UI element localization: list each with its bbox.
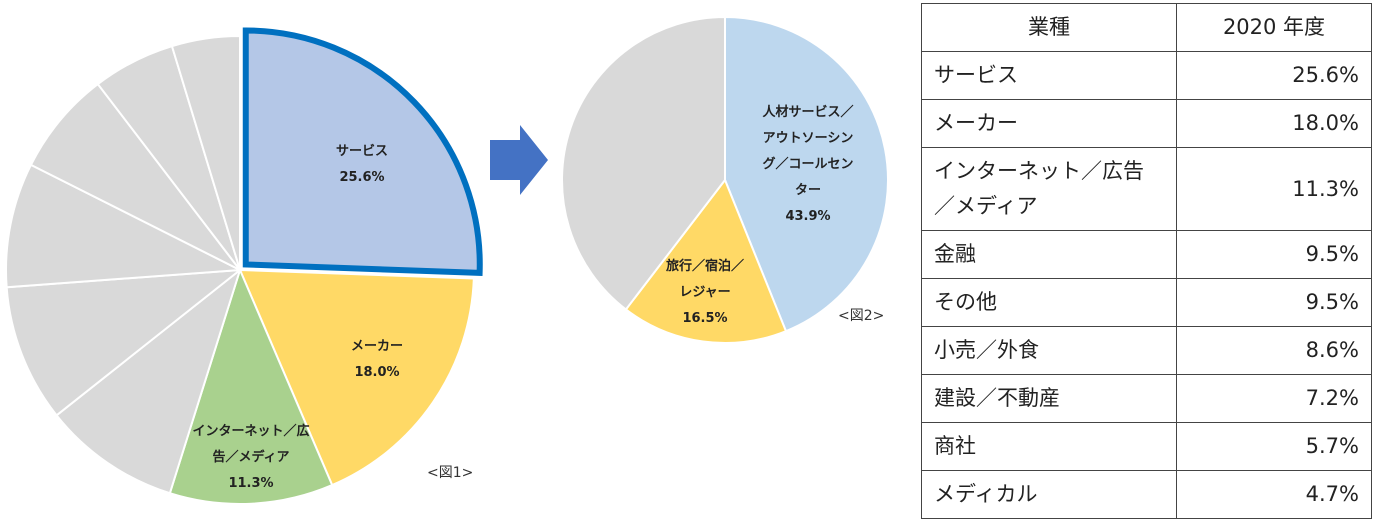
table-cell: 9.5% — [1176, 278, 1372, 327]
category-label: サービス — [335, 144, 388, 159]
table-row: メディカル 4.7% — [921, 470, 1372, 519]
category-label: インターネット／広告／メディア — [192, 424, 310, 465]
industry-table: 業種 2020 年度 サービス 25.6% メーカー 18.0% インターネット／広告／メデ… — [921, 3, 1372, 519]
annotation: <図2> — [838, 308, 885, 324]
value-label: 43.9% — [785, 209, 831, 224]
table-cell: 金融 — [921, 230, 1177, 279]
table-row: 商社 5.7% — [921, 422, 1372, 471]
pie-slice — [238, 268, 475, 487]
table-header: 業種 2020 年度 — [921, 3, 1372, 52]
table-cell: 7.2% — [1176, 374, 1372, 423]
slice-label: サービス 25.6% — [302, 139, 422, 191]
slice-label: 旅行／宿泊／レジャー 16.5% — [660, 254, 750, 332]
category-label: メーカー — [350, 339, 403, 354]
value-label: 18.0% — [354, 365, 400, 380]
value-label: 16.5% — [682, 311, 728, 326]
category-label: 旅行／宿泊／レジャー — [665, 259, 744, 300]
slice-label: インターネット／広告／メディア 11.3% — [191, 419, 311, 497]
value-label: 25.6% — [339, 170, 385, 185]
pie-slice — [724, 15, 889, 333]
table-row: 建設／不動産 7.2% — [921, 374, 1372, 423]
table-cell: サービス — [921, 51, 1177, 100]
table-row: メーカー 18.0% — [921, 99, 1372, 148]
pie-slice — [561, 15, 726, 311]
table-cell: 11.3% — [1176, 147, 1372, 231]
table-row: インターネット／広告／メディア 11.3% — [921, 147, 1372, 231]
table-row: 小売／外食 8.6% — [921, 326, 1372, 375]
pie-slice — [55, 267, 242, 495]
pie-slice — [242, 27, 483, 276]
header-cell: 業種 — [921, 3, 1177, 52]
table-cell: その他 — [921, 278, 1177, 327]
table-cell: 小売／外食 — [921, 326, 1177, 375]
arrow — [490, 125, 548, 195]
slice-label: 人材サービス／アウトソーシング／コールセンター 43.9% — [758, 100, 858, 230]
table-row: 金融 9.5% — [921, 230, 1372, 279]
annotation: <図1> — [427, 465, 474, 481]
table-cell: 4.7% — [1176, 470, 1372, 519]
slice-label: メーカー 18.0% — [327, 334, 427, 386]
category-label: 人材サービス／アウトソーシング／コールセンター — [762, 105, 854, 198]
table-row: サービス 25.6% — [921, 51, 1372, 100]
header-cell: 2020 年度 — [1176, 3, 1372, 52]
pie-slice — [5, 268, 244, 417]
pie-slice — [5, 163, 244, 289]
table-cell: 18.0% — [1176, 99, 1372, 148]
value-label: 11.3% — [228, 476, 274, 491]
table-cell: メーカー — [921, 99, 1177, 148]
table-cell: 5.7% — [1176, 422, 1372, 471]
pie-slice — [170, 34, 241, 271]
table-cell: メディカル — [921, 470, 1177, 519]
table-cell: 9.5% — [1176, 230, 1372, 279]
table-cell: インターネット／広告／メディア — [921, 147, 1177, 231]
pie-slice — [29, 82, 241, 271]
table-row: その他 9.5% — [921, 278, 1372, 327]
table-cell: 25.6% — [1176, 51, 1372, 100]
pie-slice — [624, 178, 788, 344]
pie-slice — [168, 267, 334, 505]
table-cell: 8.6% — [1176, 326, 1372, 375]
table-cell: 商社 — [921, 422, 1177, 471]
table-cell: 建設／不動産 — [921, 374, 1177, 423]
